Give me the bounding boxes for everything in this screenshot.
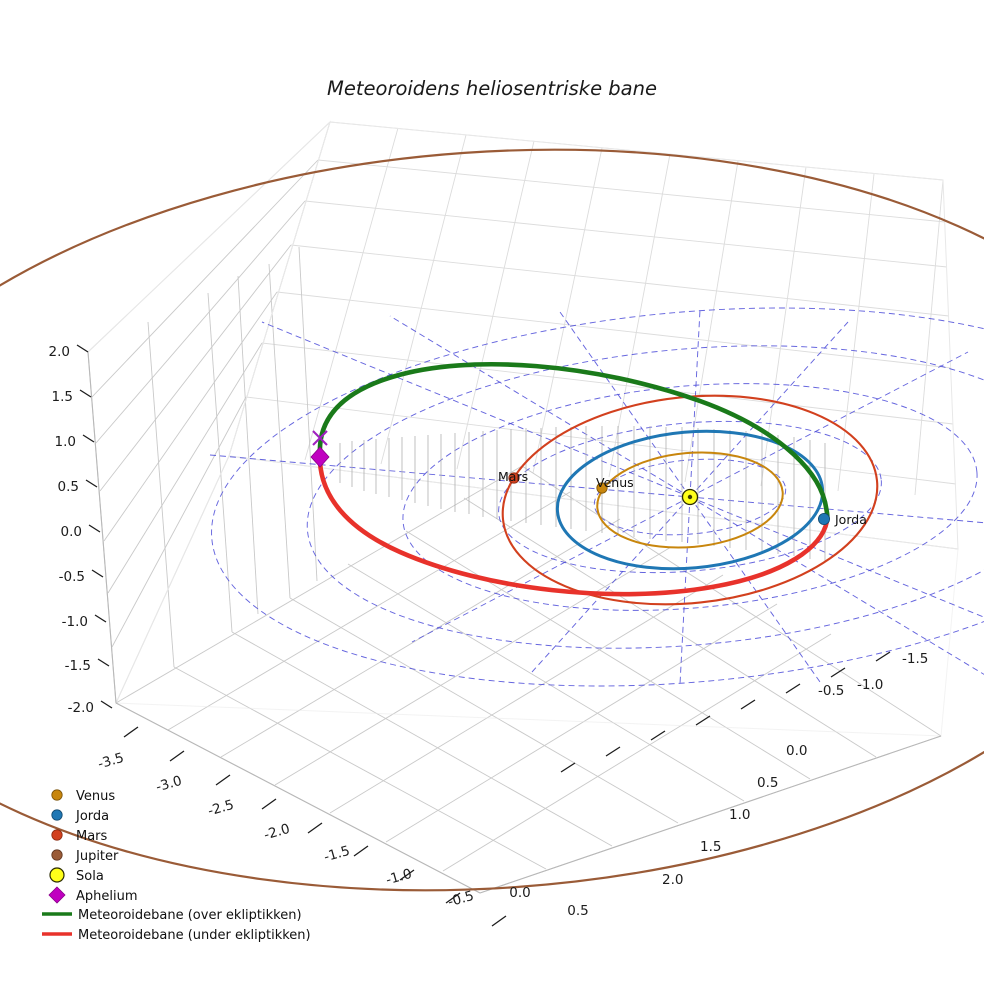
y-axis-spine [479,735,942,894]
aphelium-marker [310,446,330,468]
y-axis-ticks: -1.5 -1.0 -0.5 0.0 0.5 1.0 1.5 2.0 [560,651,928,888]
back-wall-grid [228,121,959,550]
floor-grid-b [115,465,942,894]
body-markers [310,430,831,526]
legend-item-orbit-over[interactable]: Meteoroidebane (over ekliptikken) [42,908,302,923]
mars-label: Mars [498,469,528,484]
x-tick-8: 0.5 [567,903,588,919]
jorda-icon [51,809,63,821]
venus-label: Venus [596,475,634,490]
sola-icon [49,867,65,883]
legend-item-jupiter[interactable]: Jupiter [51,849,119,864]
venus-orbit [596,451,784,549]
y-tick-6: 1.5 [700,839,721,855]
y-tick-5: 1.0 [729,807,750,823]
x-tick-0: -3.5 [96,750,126,773]
z-tick-6: -1.0 [62,614,88,630]
x-tick-1: -3.0 [154,773,184,796]
aphelium-cross-icon [312,430,328,446]
legend-label-aphelium: Aphelium [76,889,138,904]
x-tick-3: -2.0 [262,821,292,844]
axis-spines [87,351,942,894]
left-wall-z-grid [87,121,331,704]
ecliptic-polar-grid [209,307,984,687]
back-wall-vertical-grid [228,121,944,496]
z-tick-5: -0.5 [59,569,85,585]
meteoroid-orbit [317,362,830,597]
y-tick-1: -1.0 [857,677,883,693]
ecliptic-radial-spokes [209,309,984,685]
z-tick-8: -2.0 [68,700,94,716]
y-tick-3: 0.0 [786,743,807,759]
z-tick-1: 1.5 [52,389,73,405]
legend-label-mars: Mars [76,829,108,844]
venus-icon [51,789,63,801]
left-wall-x-grid [87,121,331,704]
z-axis-ticks: 2.0 1.5 1.0 0.5 0.0 -0.5 -1.0 -1.5 -2.0 [49,344,113,716]
y-tick-2: -0.5 [818,683,844,699]
x-tick-5: -1.0 [384,866,414,889]
legend-item-aphelium[interactable]: Aphelium [48,886,138,904]
legend-item-sola[interactable]: Sola [49,867,104,884]
z-tick-3: 0.5 [58,479,79,495]
x-tick-2: -2.5 [206,797,236,820]
venus-marker [596,482,608,494]
x-tick-6: -0.5 [446,888,476,911]
x-tick-4: -1.5 [322,843,352,866]
x-axis-spine [115,702,481,894]
meteoroid-orbit-under-ecliptic [317,459,830,597]
z-axis-spine [87,351,117,704]
mars-orbit [501,394,879,606]
legend-label-orbit-under: Meteoroidebane (under ekliptikken) [78,928,311,943]
legend-item-orbit-under[interactable]: Meteoroidebane (under ekliptikken) [42,928,311,943]
z-tick-0: 2.0 [49,344,70,360]
jupiter-orbit [0,148,984,892]
mars-marker [508,472,520,484]
legend-label-orbit-over: Meteoroidebane (over ekliptikken) [78,908,302,923]
legend-item-mars[interactable]: Mars [51,829,108,844]
sola-marker [681,488,699,506]
y-tick-0: -1.5 [902,651,928,667]
z-tick-4: 0.0 [61,524,82,540]
z-tick-2: 1.0 [55,434,76,450]
jupiter-icon [51,849,63,861]
legend-label-venus: Venus [76,789,115,804]
mars-icon [51,829,63,841]
legend: Venus Jorda Mars Jupiter Sola Aphelium M… [42,789,311,943]
x-tick-7: 0.0 [509,885,530,901]
meteoroid-orbit-over-ecliptic [317,362,830,524]
legend-label-jorda: Jorda [75,809,109,824]
body-annotations: Mars Venus Jorda [498,469,867,527]
planet-orbits [0,148,984,892]
z-tick-7: -1.5 [65,658,91,674]
y-tick-4: 0.5 [757,775,778,791]
jorda-label: Jorda [834,512,867,527]
axes-3d-panes [87,120,959,894]
jorda-marker [818,513,831,526]
x-axis-ticks: -3.5 -3.0 -2.5 -2.0 -1.5 -1.0 -0.5 0.0 0… [96,726,589,927]
aphelium-icon [48,886,66,904]
legend-label-sola: Sola [76,869,104,884]
legend-label-jupiter: Jupiter [75,849,119,864]
legend-item-venus[interactable]: Venus [51,789,116,804]
y-tick-7: 2.0 [662,872,683,888]
page-title: Meteoroidens heliosentriske bane [327,77,657,100]
legend-item-jorda[interactable]: Jorda [51,809,109,824]
